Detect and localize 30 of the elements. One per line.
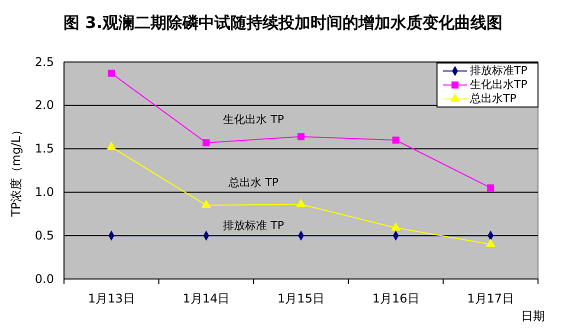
point: [108, 70, 115, 77]
point: [202, 139, 210, 146]
y-tick-label: 2.0: [34, 98, 54, 112]
annotation: 生化出水 TP: [223, 113, 284, 126]
annotation: 总出水 TP: [228, 176, 279, 190]
x-tick-label: 1月14日: [182, 292, 230, 306]
x-tick-label: 1月15日: [278, 292, 324, 306]
x-axis-title: 日期: [521, 309, 545, 323]
legend-label: 排放标准TP: [470, 64, 528, 78]
point: [297, 133, 305, 140]
point: [296, 198, 306, 208]
y-axis-title: TP浓度（mg/L）: [9, 124, 23, 218]
legend-label: 生化出水TP: [470, 78, 528, 92]
chart-title: 图 3.观澜二期除磷中试随持续投加时间的增加水质变化曲线图: [64, 13, 502, 32]
y-tick-label: 1.0: [34, 185, 54, 200]
point: [487, 184, 494, 192]
y-tick-label: 2.5: [34, 54, 54, 69]
y-tick-label: 0.0: [34, 272, 54, 286]
x-tick-label: 1月17日: [467, 292, 514, 306]
annotation: 排放标准 TP: [223, 219, 284, 232]
point: [486, 238, 496, 248]
y-tick-label: 0.5: [34, 228, 54, 242]
x-tick-label: 1月16日: [372, 292, 420, 306]
point: [390, 222, 401, 231]
point: [392, 136, 400, 144]
x-tick-label: 1月13日: [88, 292, 135, 306]
point: [106, 142, 116, 150]
y-tick-label: 1.5: [34, 142, 54, 156]
legend-label: 总出水TP: [469, 92, 517, 106]
point: [201, 200, 212, 208]
